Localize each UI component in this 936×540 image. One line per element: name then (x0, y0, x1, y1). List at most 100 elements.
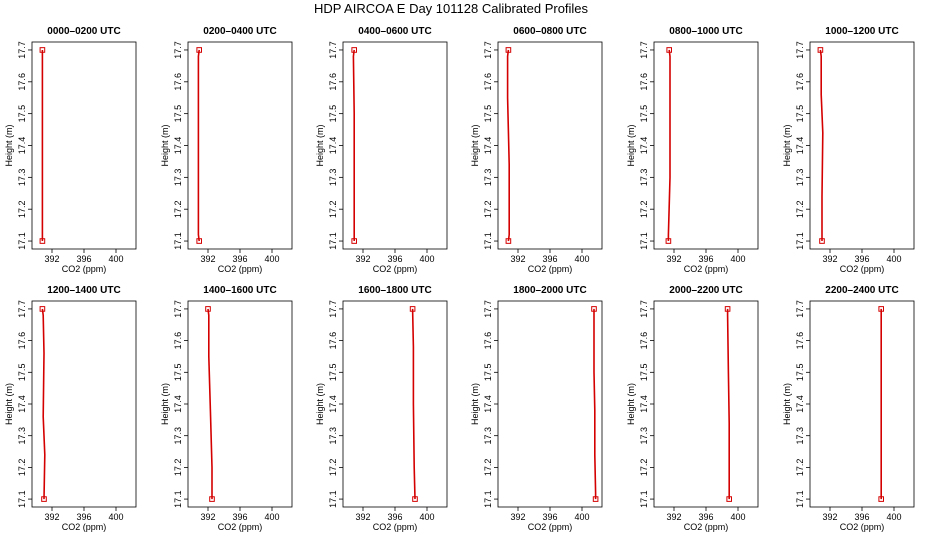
y-tick-label: 17.1 (17, 232, 27, 250)
y-tick-label: 17.4 (173, 395, 183, 413)
panel-title: 2000–2200 UTC (669, 285, 742, 296)
bottom-inlet-marker (196, 238, 202, 244)
x-tick-label: 392 (44, 254, 59, 264)
profile-line (726, 308, 731, 500)
x-tick-label: 392 (44, 512, 59, 522)
y-tick-label: 17.1 (328, 490, 338, 508)
top-inlet-marker (666, 47, 673, 53)
x-tick-label: 392 (822, 512, 837, 522)
plot-frame (342, 41, 448, 250)
y-tick-label: 17.2 (173, 200, 183, 218)
profile-line (352, 49, 356, 242)
y-tick-label: 17.1 (795, 490, 805, 508)
profile-line (207, 308, 213, 500)
x-axis-label: CO2 (ppm) (684, 522, 729, 532)
y-tick-label: 17.3 (795, 427, 805, 445)
panel-title: 0000–0200 UTC (47, 26, 120, 37)
plot-frame (809, 41, 915, 250)
panel-title: 1600–1800 UTC (358, 285, 431, 296)
x-axis-label: CO2 (ppm) (528, 522, 573, 532)
y-tick-label: 17.6 (795, 332, 805, 350)
panel-11: 2000–2200 UTC 392 396 400 17.1 17.2 17.3 17.4 17… (626, 285, 759, 532)
profile-line (593, 308, 597, 500)
x-tick-label: 400 (108, 512, 123, 522)
profile-line (197, 49, 200, 242)
y-axis-label: Height (m) (470, 383, 480, 425)
y-tick-label: 17.2 (639, 459, 649, 477)
x-tick-label: 396 (698, 254, 713, 264)
x-tick-label: 396 (232, 254, 247, 264)
profile-line (667, 49, 671, 242)
y-tick-label: 17.3 (173, 427, 183, 445)
bottom-inlet-marker (878, 496, 885, 502)
y-tick-label: 17.1 (483, 490, 493, 508)
x-tick-label: 400 (419, 512, 434, 522)
x-tick-label: 400 (730, 254, 745, 264)
x-tick-label: 396 (76, 512, 91, 522)
y-axis-label: Height (m) (160, 124, 170, 166)
panel-2: 0200–0400 UTC 392 396 400 17.1 17.2 17.3 17.4 17… (160, 26, 293, 274)
x-tick-label: 396 (542, 254, 557, 264)
y-tick-label: 17.3 (328, 169, 338, 187)
y-tick-label: 17.5 (483, 364, 493, 382)
top-inlet-marker (205, 306, 211, 312)
y-tick-label: 17.1 (795, 232, 805, 250)
profile-line (506, 49, 511, 242)
y-tick-label: 17.2 (795, 200, 805, 218)
y-tick-label: 17.5 (639, 364, 649, 382)
panel-title: 1800–2000 UTC (513, 285, 586, 296)
top-inlet-marker (817, 47, 824, 53)
top-inlet-marker (409, 306, 416, 312)
y-axis-label: Height (m) (626, 383, 636, 425)
plot-frame (809, 300, 915, 508)
y-tick-label: 17.7 (328, 300, 338, 318)
x-tick-label: 396 (854, 254, 869, 264)
y-tick-label: 17.7 (795, 300, 805, 318)
top-inlet-marker (351, 47, 357, 53)
panel-title: 0200–0400 UTC (203, 26, 276, 37)
y-axis-label: Height (m) (160, 383, 170, 425)
y-tick-label: 17.1 (639, 490, 649, 508)
y-tick-label: 17.1 (639, 232, 649, 250)
x-axis-label: CO2 (ppm) (373, 264, 418, 274)
y-tick-label: 17.6 (483, 73, 493, 91)
x-axis-label: CO2 (ppm) (528, 264, 573, 274)
y-tick-label: 17.7 (483, 41, 493, 59)
y-tick-label: 17.5 (795, 364, 805, 382)
y-tick-label: 17.7 (639, 300, 649, 318)
panel-9: 1600–1800 UTC 392 396 400 17.1 17.2 17.3 17.4 17… (315, 285, 448, 532)
y-tick-label: 17.2 (483, 200, 493, 218)
panel-1: 0000–0200 UTC 392 396 400 17.1 17.2 17.3 17.4 17… (4, 26, 137, 274)
y-tick-label: 17.6 (483, 332, 493, 350)
bottom-inlet-marker (665, 238, 672, 244)
y-tick-label: 17.3 (17, 427, 27, 445)
y-tick-label: 17.6 (17, 332, 27, 350)
y-tick-label: 17.2 (328, 200, 338, 218)
y-tick-label: 17.7 (639, 41, 649, 59)
x-tick-label: 392 (510, 254, 525, 264)
y-tick-label: 17.3 (639, 427, 649, 445)
y-tick-label: 17.4 (17, 137, 27, 155)
y-tick-label: 17.4 (639, 395, 649, 413)
x-tick-label: 400 (886, 512, 901, 522)
panel-grid: 0000–0200 UTC 392 396 400 17.1 17.2 17.3 17.4 17… (4, 26, 915, 532)
top-inlet-marker (591, 306, 597, 312)
y-tick-label: 17.6 (795, 73, 805, 91)
y-axis-label: Height (m) (782, 383, 792, 425)
y-tick-label: 17.6 (639, 73, 649, 91)
y-tick-label: 17.1 (328, 232, 338, 250)
profile-line (41, 308, 46, 500)
x-tick-label: 392 (666, 512, 681, 522)
y-tick-label: 17.5 (328, 105, 338, 123)
top-inlet-marker (39, 47, 46, 53)
bottom-inlet-marker (412, 496, 418, 502)
profile-line (411, 308, 416, 500)
x-axis-label: CO2 (ppm) (840, 522, 885, 532)
panel-title: 0600–0800 UTC (513, 26, 586, 37)
y-tick-label: 17.4 (795, 395, 805, 413)
x-tick-label: 392 (510, 512, 525, 522)
plot-frame (31, 41, 137, 250)
x-tick-label: 400 (264, 254, 279, 264)
bottom-inlet-marker (505, 238, 512, 244)
y-tick-label: 17.5 (17, 105, 27, 123)
